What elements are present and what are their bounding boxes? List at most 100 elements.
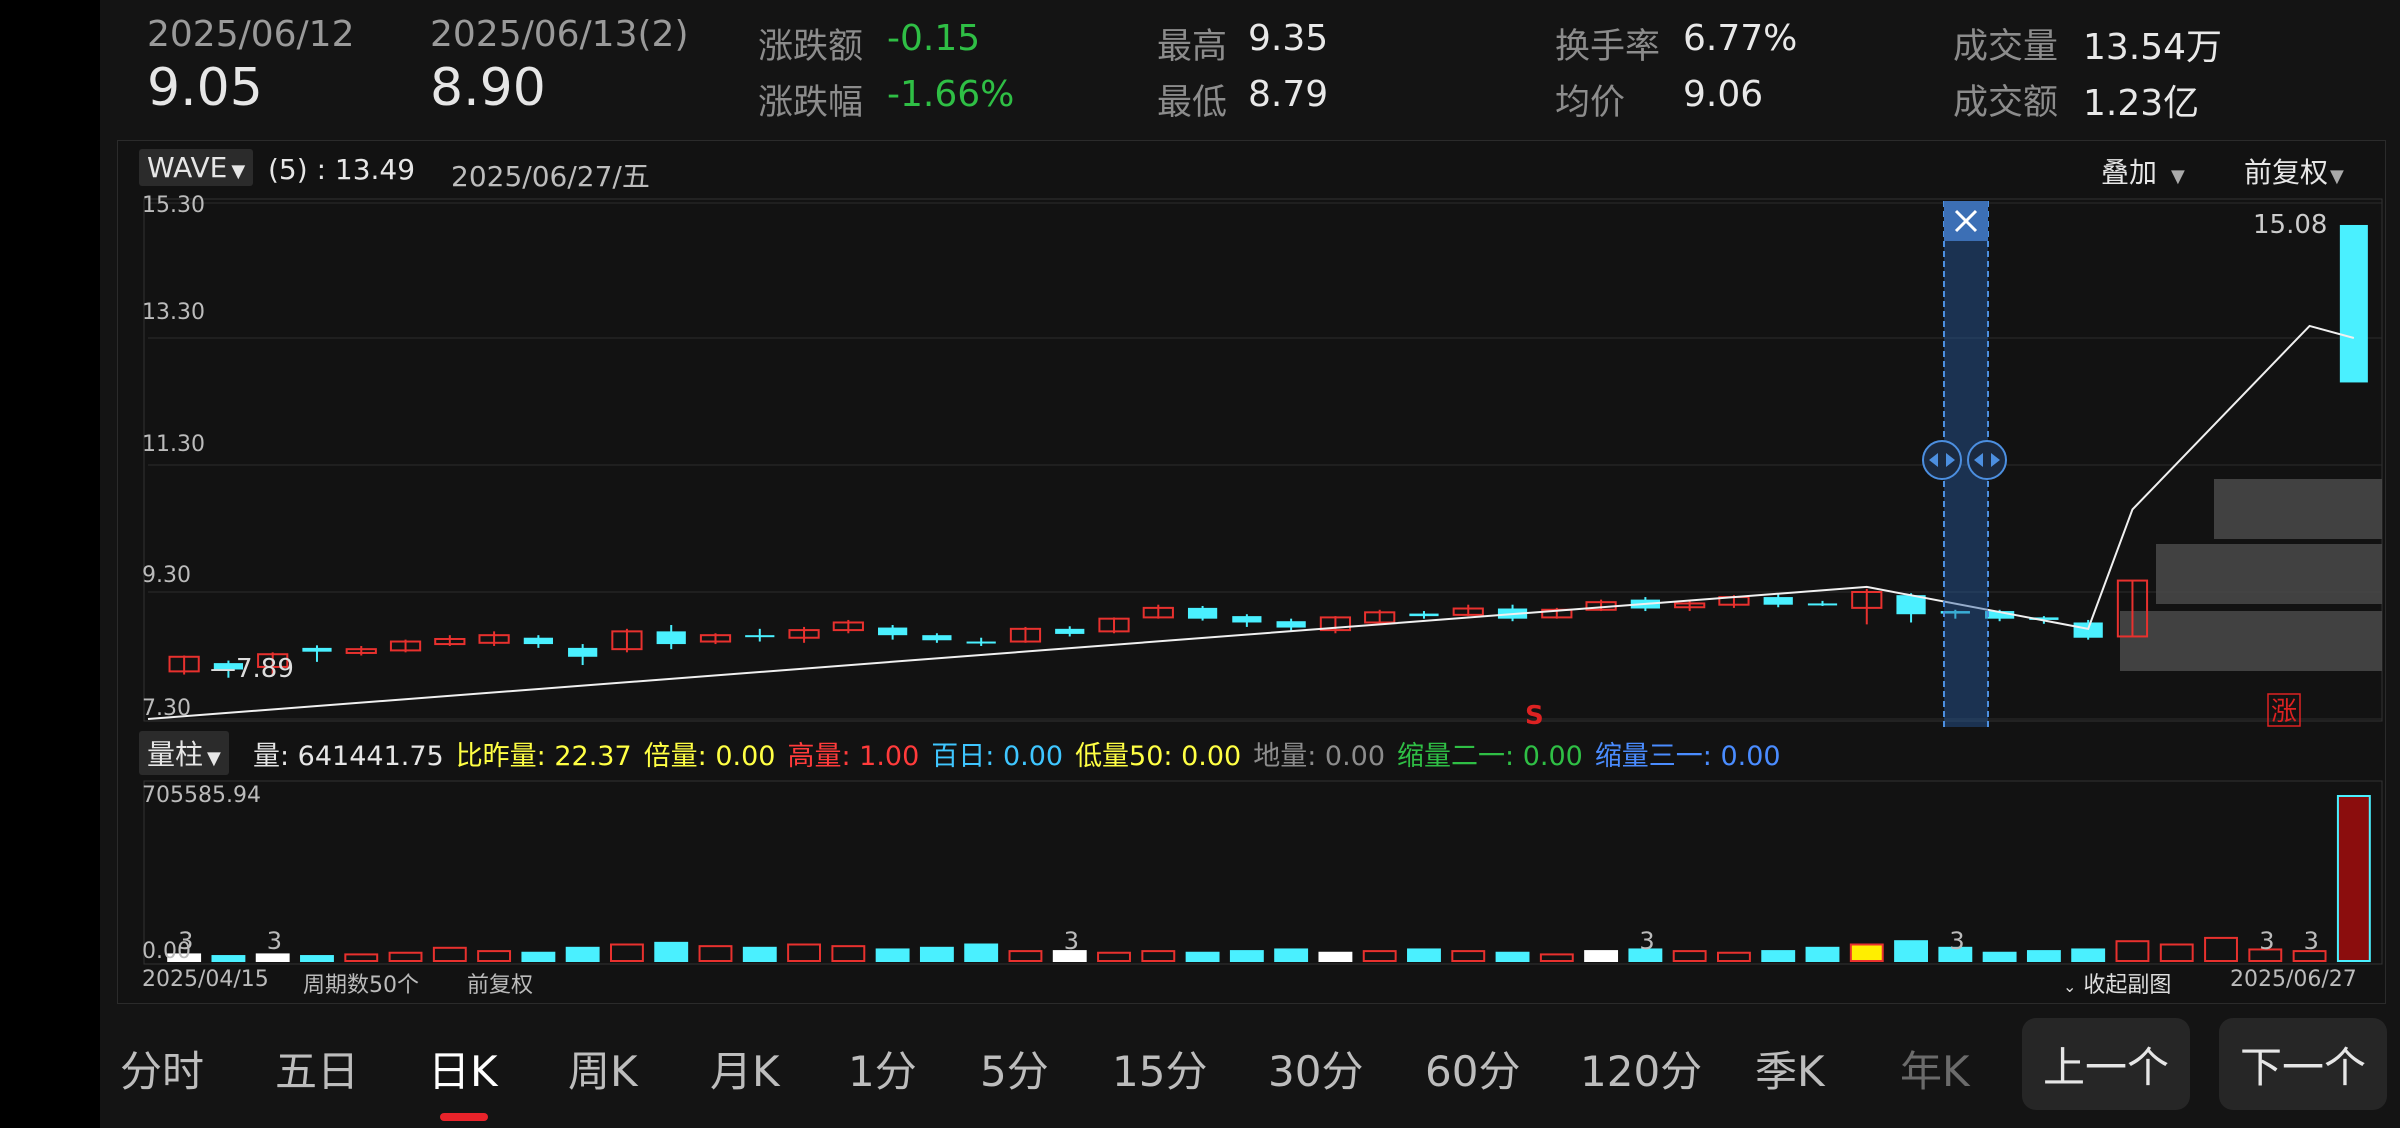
drag-handle-right[interactable] — [1967, 440, 2007, 480]
limit-up-marker: 涨 — [2271, 697, 2297, 727]
candle-body — [523, 637, 553, 645]
volume-stat: 地量: 0.00 — [1253, 741, 1386, 772]
low-value: 8.79 — [1248, 74, 1329, 115]
chevron-left-icon — [1974, 453, 1983, 467]
caret-down-icon: ▼ — [2171, 166, 2185, 187]
chart-panel[interactable]: 3 3 3 3 3 3 3 15.30 13.30 11.30 9.30 7.30 —7.8… — [117, 140, 2386, 1004]
y-tick-label: 7.30 — [142, 696, 191, 721]
volume-value: 13.54万 — [2083, 27, 2223, 68]
volume-bar — [2248, 948, 2283, 963]
volume-bar — [1539, 953, 1574, 963]
candle-body — [1187, 607, 1218, 619]
volume-bar — [1141, 950, 1176, 962]
volume-bar — [1451, 950, 1486, 962]
candle-body — [568, 647, 598, 657]
overlay-dropdown[interactable]: 叠加 ▼ — [2101, 151, 2185, 191]
period-count: 周期数50个 — [303, 973, 419, 998]
volume-stat: 百日: 0.00 — [931, 741, 1064, 772]
volume-indicator-select[interactable]: 量柱 ▼ — [139, 731, 229, 775]
adjust-dropdown[interactable]: 前复权 ▼ — [2244, 151, 2344, 191]
volume-bar — [654, 941, 689, 962]
volume-bar — [1805, 946, 1840, 962]
candle-body — [745, 635, 775, 638]
tab-8[interactable]: 30分 — [1268, 1047, 1364, 1096]
volume-marker-three: 3 — [267, 927, 282, 955]
tab-12[interactable]: 年K — [1900, 1047, 1970, 1096]
chevron-right-icon — [1946, 453, 1955, 467]
sell-signal-marker: S — [1525, 701, 1544, 731]
cursor-date: 2025/06/27/五 — [451, 160, 650, 193]
volume-bar — [2336, 795, 2371, 962]
y-tick-label: 15.30 — [142, 193, 205, 218]
avg-price-label: 均价 — [1555, 83, 1626, 123]
volume-bar — [1894, 940, 1929, 963]
candle-body — [1807, 603, 1838, 606]
footer-adjust: 前复权 — [467, 973, 534, 998]
candle-body — [257, 653, 289, 668]
volume-bar — [2159, 943, 2194, 962]
tab-3[interactable]: 周K — [568, 1047, 638, 1096]
tab-11[interactable]: 季K — [1755, 1047, 1825, 1096]
drag-handle-left[interactable] — [1922, 440, 1962, 480]
candle-body — [2073, 622, 2103, 638]
volume-bar — [521, 951, 556, 962]
collapse-subchart-button[interactable]: ⌄ 收起副图 — [2063, 967, 2171, 999]
end-date: 2025/06/27 — [2230, 967, 2357, 992]
active-tab-underline — [440, 1113, 488, 1121]
chevron-left-icon — [1929, 453, 1938, 467]
price-plot-frame — [143, 198, 2383, 722]
volume-bar — [609, 943, 644, 962]
volume-bar — [2115, 940, 2150, 963]
tab-6[interactable]: 5分 — [980, 1047, 1049, 1096]
volume-marker-three: 3 — [1064, 927, 1079, 955]
tab-0[interactable]: 分时 — [120, 1047, 205, 1096]
chart-canvas[interactable]: 3 3 3 3 3 3 3 15.30 13.30 11.30 9.30 7.30 —7.8… — [118, 141, 2385, 1003]
candle-body — [922, 635, 952, 641]
tab-10[interactable]: 120分 — [1580, 1047, 1703, 1096]
candle-body — [832, 621, 864, 632]
tab-5[interactable]: 1分 — [848, 1047, 917, 1096]
tab-4[interactable]: 月K — [710, 1047, 780, 1096]
volume-marker-three: 3 — [2259, 927, 2274, 955]
volume-bar — [388, 951, 423, 962]
volume-bar — [875, 948, 910, 963]
volume-bar — [1407, 948, 1441, 963]
tab-2[interactable]: 日K — [428, 1038, 498, 1121]
indicator-select[interactable]: WAVE ▼ — [139, 149, 254, 186]
candle-body — [1232, 616, 1262, 623]
chevron-right-icon — [1991, 453, 2000, 467]
avg-price-value: 9.06 — [1683, 74, 1764, 115]
volume-bar — [255, 953, 290, 963]
volume-bar — [1584, 950, 1619, 962]
candle-body — [302, 647, 332, 652]
candle-body — [1985, 611, 2015, 619]
y-tick-label: 9.30 — [142, 563, 191, 588]
volume-bar — [344, 953, 379, 963]
candle-body — [1940, 611, 1970, 614]
volume-marker-three: 3 — [178, 927, 193, 955]
volume-bar — [698, 945, 733, 963]
candle-body — [213, 663, 244, 670]
max-price-label: 15.08 — [2253, 210, 2327, 240]
next-button[interactable]: 下一个 — [2219, 1018, 2387, 1110]
volume-bar — [2071, 948, 2106, 963]
tab-7[interactable]: 15分 — [1112, 1047, 1208, 1096]
tab-9[interactable]: 60分 — [1425, 1047, 1521, 1096]
caret-down-icon: ▼ — [207, 748, 221, 769]
candle-body — [878, 627, 908, 636]
volume-bar — [1672, 950, 1707, 962]
turnover-label: 换手率 — [1555, 27, 1661, 67]
candle-body — [1319, 616, 1352, 632]
prev-button[interactable]: 上一个 — [2022, 1018, 2190, 1110]
candle-body — [699, 634, 732, 643]
volume-bar — [2026, 950, 2061, 962]
turnover-value: 6.77% — [1683, 18, 1798, 59]
candle-body — [1763, 597, 1793, 605]
volume-stat: 比昨量: 22.37 — [455, 741, 632, 772]
candle-body — [1896, 595, 1926, 615]
candle-body — [1851, 591, 1883, 609]
volume-bar — [1716, 951, 1751, 962]
tab-1[interactable]: 五日 — [275, 1047, 360, 1096]
volume-bar — [1318, 951, 1353, 962]
candle-body — [1055, 628, 1085, 634]
